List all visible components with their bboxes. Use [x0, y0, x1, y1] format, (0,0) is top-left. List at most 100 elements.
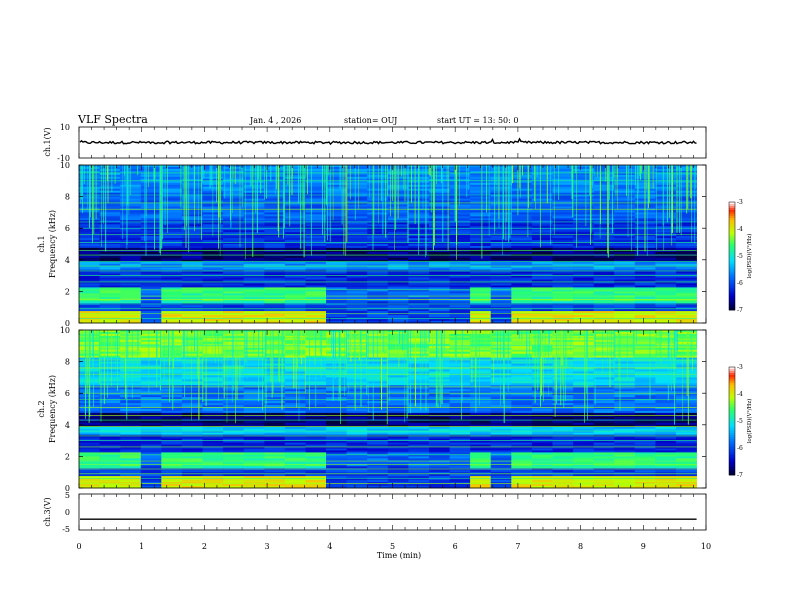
spectrogram-cell	[367, 172, 389, 176]
spectrogram-cell	[346, 440, 368, 443]
spectrogram-cell	[511, 375, 533, 378]
spectrogram-cell	[490, 432, 512, 435]
spectrogram-cell	[531, 414, 553, 418]
spectrogram-cell	[99, 238, 121, 241]
spectrogram-cell	[161, 466, 183, 469]
spectrogram-cell	[140, 367, 162, 370]
spectrogram-cell	[79, 283, 100, 286]
spectrogram-cell	[655, 182, 677, 186]
spectrogram-cell	[511, 319, 533, 322]
spectrogram-cell	[120, 337, 142, 341]
spectrogram-cell	[346, 311, 368, 314]
spectrogram-cell	[531, 176, 553, 180]
spectrogram-cell	[449, 411, 471, 414]
spectrogram-cell	[202, 440, 224, 443]
spectrogram-cell	[264, 198, 286, 201]
spectrogram-cell	[99, 285, 121, 288]
spectrogram-cell	[470, 182, 491, 186]
spectrogram-cell	[593, 174, 615, 178]
spectrogram-cell	[120, 444, 142, 447]
spectrogram-cell	[243, 220, 265, 223]
spectrogram-cell	[490, 395, 512, 398]
spectrogram-cell	[223, 240, 244, 243]
spectrogram-cell	[634, 335, 656, 339]
spectrogram-cell	[346, 355, 368, 358]
spectrogram-cell	[326, 440, 347, 443]
spectrogram-cell	[326, 414, 347, 418]
spectrogram-cell	[593, 196, 615, 199]
spectrogram-cell	[305, 172, 327, 176]
spectrogram-cell	[655, 200, 677, 203]
spectrogram-cell	[120, 224, 142, 227]
spectrogram-cell	[676, 285, 697, 288]
spectrogram-cell	[223, 265, 244, 268]
spectrogram-cell	[449, 333, 471, 337]
spectrogram-cell	[326, 373, 347, 376]
spectrogram-cell	[593, 172, 615, 176]
spectrogram-cell	[264, 247, 286, 251]
spectrogram-cell	[573, 261, 594, 265]
spectrogram-cell	[634, 385, 656, 388]
spectrogram-cell	[202, 401, 224, 404]
spectrogram-cell	[284, 299, 306, 302]
spectrogram-cell	[120, 436, 142, 439]
spectrogram-cell	[531, 375, 553, 378]
spectrogram-cell	[387, 247, 409, 251]
spectrogram-cell	[161, 230, 183, 233]
spectrogram-cell	[634, 265, 656, 268]
spectrogram-cell	[326, 208, 347, 211]
spectrogram-cell	[181, 381, 203, 384]
spectrogram-cell	[326, 438, 347, 441]
spectrogram-cell	[140, 448, 162, 451]
spectrogram-cell	[429, 190, 450, 193]
spectrogram-cell	[531, 349, 553, 353]
spectrogram-cell	[470, 452, 491, 455]
spectrogram-cell	[326, 474, 347, 477]
spectrogram-cell	[305, 226, 327, 229]
spectrogram-cell	[99, 277, 121, 280]
spectrogram-cell	[531, 377, 553, 380]
spectrogram-cell	[552, 228, 574, 231]
spectrogram-cell	[593, 212, 615, 215]
spectrogram-cell	[573, 385, 594, 388]
spectrogram-cell	[140, 442, 162, 445]
spectrogram-cell	[655, 246, 677, 249]
spectrogram-cell	[655, 244, 677, 247]
spectrogram-cell	[634, 375, 656, 378]
spectrogram-cell	[490, 403, 512, 406]
spectrogram-cell	[284, 257, 306, 261]
spectrogram-cell	[676, 214, 697, 217]
spectrogram-cell	[490, 397, 512, 400]
spectrogram-cell	[676, 281, 697, 284]
spectrogram-cell	[449, 174, 471, 178]
spectrogram-cell	[284, 426, 306, 430]
spectrogram-cell	[264, 474, 286, 477]
spectrogram-cell	[346, 319, 368, 322]
spectrogram-cell	[552, 172, 574, 176]
spectrogram-cell	[284, 244, 306, 247]
spectrogram-cell	[99, 313, 121, 316]
spectrogram-cell	[140, 393, 162, 396]
spectrogram-cell	[531, 430, 553, 433]
spectrogram-cell	[429, 436, 450, 439]
spectrogram-cell	[140, 361, 162, 364]
spectrogram-cell	[243, 385, 265, 388]
spectrogram-cell	[470, 454, 491, 457]
spectrogram-cell	[326, 291, 347, 294]
spectrogram-cell	[614, 236, 636, 239]
spectrogram-cell	[202, 242, 224, 245]
spectrogram-cell	[161, 165, 183, 168]
spectrogram-cell	[99, 379, 121, 382]
spectrogram-cell	[264, 295, 286, 298]
spectrogram-cell	[593, 411, 615, 414]
spectrogram-cell	[223, 273, 244, 276]
spectrogram-cell	[552, 242, 574, 245]
spectrogram-cell	[181, 345, 203, 349]
spectrogram-cell	[470, 299, 491, 302]
spectrogram-cell	[243, 295, 265, 298]
spectrogram-cell	[614, 333, 636, 337]
spectrogram-cell	[429, 249, 450, 253]
spectrogram-cell	[676, 383, 697, 386]
spectrogram-cell	[284, 230, 306, 233]
spectrogram-cell	[449, 285, 471, 288]
